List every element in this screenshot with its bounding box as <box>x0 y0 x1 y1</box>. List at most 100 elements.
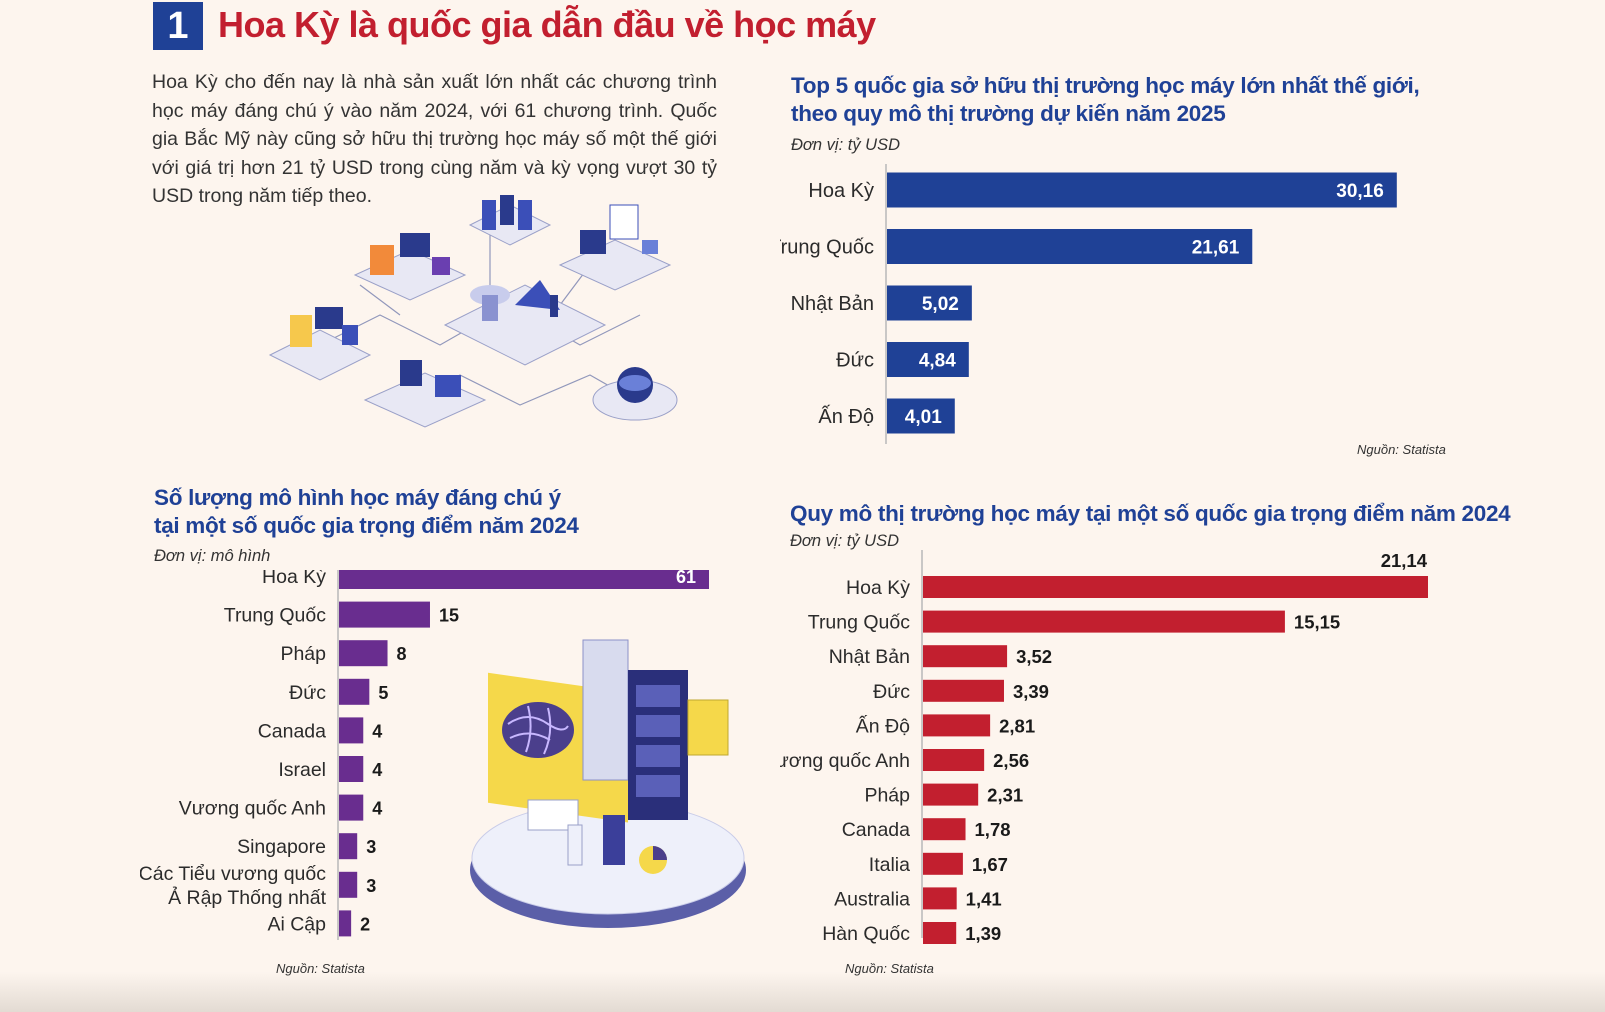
market-category-label: Italia <box>869 854 910 876</box>
market-category-label: Pháp <box>864 785 910 807</box>
models-bar-chart: Hoa Kỳ 61 Trung Quốc 15 Pháp 8 Đức 5 Canada 4 Isra… <box>140 570 709 940</box>
models-category-label: Vương quốc Anh <box>179 798 326 820</box>
models-bar <box>339 601 430 628</box>
models-value-label: 4 <box>372 760 382 780</box>
models-bar <box>339 717 364 744</box>
models-value-label: 15 <box>439 606 459 626</box>
ai-network-illustration <box>268 195 678 428</box>
market-bar <box>923 783 979 806</box>
top5-unit: Đơn vị: tỷ USD <box>791 136 900 154</box>
models-category-label: Singapore <box>237 836 326 858</box>
models-value-label: 8 <box>397 644 407 664</box>
models-title-line-2: tại một số quốc gia trọng điểm năm 2024 <box>154 513 579 538</box>
models-bar <box>339 570 709 589</box>
market-chart-title: Quy mô thị trường học máy tại một số quố… <box>790 500 1511 528</box>
market-bar <box>923 610 1285 633</box>
section-number-badge: 1 <box>153 2 203 50</box>
top5-bar-chart: Hoa Kỳ 30,16 Trung Quốc 21,61 Nhật Bản 5,02 Đứ… <box>780 164 1397 444</box>
market-value-label: 1,67 <box>972 854 1008 875</box>
models-category-label: Israel <box>278 759 326 781</box>
platform-right <box>558 204 672 291</box>
models-chart-title: Số lượng mô hình học máy đáng chú ý tại … <box>154 484 579 540</box>
market-bar <box>923 714 991 737</box>
models-value-label: 4 <box>372 721 382 741</box>
market-category-label: Đức <box>873 681 910 703</box>
models-bar <box>339 910 352 937</box>
top5-title-line-2: theo quy mô thị trường dự kiến năm 2025 <box>791 101 1226 126</box>
top5-bar <box>887 172 1397 208</box>
platform-center <box>443 280 607 366</box>
models-category-label: Đức <box>289 682 326 704</box>
market-title-line-1: Quy mô thị trường học máy tại một số quố… <box>790 501 1511 526</box>
models-unit: Đơn vị: mô hình <box>154 547 271 565</box>
models-value-label: 2 <box>360 914 370 934</box>
market-value-label: 2,31 <box>987 785 1023 806</box>
market-value-label: 1,78 <box>975 819 1011 840</box>
market-value-label: 3,39 <box>1013 681 1049 702</box>
cloud-globe <box>592 367 678 421</box>
page-title: Hoa Kỳ là quốc gia dẫn đầu về học máy <box>218 4 876 45</box>
brain-icon <box>502 702 574 758</box>
market-category-label: Hàn Quốc <box>822 923 910 945</box>
models-category-label: Hoa Kỳ <box>262 570 326 588</box>
models-bar <box>339 640 388 667</box>
platform-midleft <box>353 233 467 301</box>
top5-bar <box>887 398 955 434</box>
top5-value-label: 4,01 <box>905 407 942 428</box>
models-category-label: Pháp <box>280 643 326 665</box>
top5-title-line-1: Top 5 quốc gia sở hữu thị trường học máy… <box>791 73 1420 98</box>
market-bar <box>923 749 985 771</box>
models-bar <box>339 871 358 898</box>
top5-value-label: 21,61 <box>1192 238 1240 259</box>
top5-bar <box>887 285 972 321</box>
models-category-label: Trung Quốc <box>224 605 326 627</box>
market-bar <box>923 576 1428 598</box>
intro-paragraph: Hoa Kỳ cho đến nay là nhà sản xuất lớn n… <box>152 71 717 207</box>
models-value-label: 3 <box>366 876 376 896</box>
market-bar-chart: Hoa Kỳ 21,14 Trung Quốc 15,15 Nhật Bản 3,52 Đứ… <box>780 550 1428 945</box>
top5-category-label: Ấn Độ <box>818 405 874 428</box>
models-category-label: Canada <box>258 720 326 742</box>
top5-source: Nguồn: Statista <box>1357 442 1446 457</box>
models-value-label: 5 <box>378 683 388 703</box>
models-bar <box>339 833 358 860</box>
market-value-label: 2,81 <box>999 715 1035 736</box>
market-bar <box>923 852 963 875</box>
market-bar <box>923 818 966 841</box>
models-category-label: Ả Rập Thống nhất <box>168 886 327 909</box>
market-category-label: Nhật Bản <box>829 646 910 668</box>
models-value-label: 61 <box>676 570 696 587</box>
platform-bottom <box>363 360 487 428</box>
market-category-label: Hoa Kỳ <box>846 577 910 599</box>
models-title-line-1: Số lượng mô hình học máy đáng chú ý <box>154 485 561 510</box>
top5-value-label: 30,16 <box>1336 181 1384 202</box>
market-value-label: 21,14 <box>1381 550 1428 571</box>
market-bar <box>923 679 1004 702</box>
market-category-label: Vương quốc Anh <box>780 750 910 772</box>
market-bar <box>923 887 957 910</box>
market-value-label: 1,41 <box>966 888 1002 909</box>
market-bar <box>923 922 957 944</box>
market-value-label: 1,39 <box>965 923 1001 944</box>
models-bar <box>339 756 364 782</box>
models-category-label: Ai Cập <box>267 913 326 935</box>
market-unit: Đơn vị: tỷ USD <box>790 532 899 550</box>
top5-category-label: Nhật Bản <box>791 293 874 315</box>
ai-brain-server-illustration <box>470 639 746 928</box>
market-value-label: 2,56 <box>993 750 1029 771</box>
models-category-label: Các Tiểu vương quốc <box>140 863 326 885</box>
bottom-shade <box>0 972 1605 1012</box>
market-category-label: Ấn Độ <box>856 714 910 737</box>
top5-category-label: Đức <box>836 350 874 372</box>
top5-value-label: 4,84 <box>919 351 956 372</box>
market-category-label: Canada <box>842 819 910 841</box>
platform-left <box>268 307 372 381</box>
market-bar <box>923 645 1008 668</box>
server-rack-top <box>468 195 552 246</box>
top5-bar <box>887 342 969 377</box>
market-value-label: 15,15 <box>1294 612 1340 633</box>
market-category-label: Trung Quốc <box>808 612 910 634</box>
top5-category-label: Trung Quốc <box>780 237 874 259</box>
top5-chart-title: Top 5 quốc gia sở hữu thị trường học máy… <box>791 72 1420 128</box>
models-bar <box>339 678 370 705</box>
